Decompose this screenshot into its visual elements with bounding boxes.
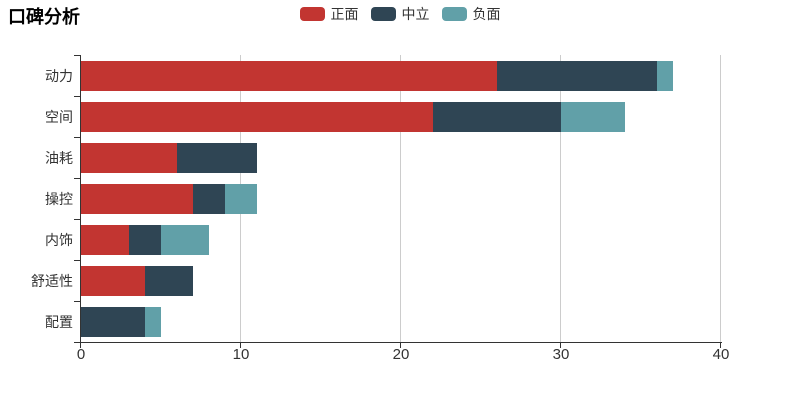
bar-segment-负面[interactable]: [561, 101, 625, 132]
legend-label: 正面: [330, 6, 359, 22]
x-axis-tick: [400, 343, 401, 348]
bar-row: [81, 142, 257, 173]
y-axis-tick: [74, 260, 80, 261]
legend-swatch-icon: [299, 7, 325, 21]
bar-row: [81, 183, 257, 214]
legend: 正面 中立 负面: [0, 5, 800, 23]
x-axis-tick: [80, 343, 81, 348]
legend-swatch-icon: [370, 7, 396, 21]
bar-segment-正面[interactable]: [81, 265, 145, 296]
chart-title: 口碑分析: [8, 7, 80, 27]
gridline: [720, 55, 721, 342]
legend-swatch-icon: [441, 7, 467, 21]
x-axis-tick-label: 0: [76, 346, 86, 363]
y-axis-tick: [74, 96, 80, 97]
bar-segment-中立[interactable]: [129, 224, 161, 255]
bar-row: [81, 306, 161, 337]
category-label: 配置: [45, 313, 73, 330]
bar-segment-负面[interactable]: [225, 183, 257, 214]
x-axis-tick: [720, 343, 721, 348]
gridline: [560, 55, 561, 342]
bar-segment-正面[interactable]: [81, 101, 433, 132]
x-axis-tick: [560, 343, 561, 348]
legend-item-正面[interactable]: 正面: [299, 6, 359, 22]
y-axis-tick: [74, 219, 80, 220]
legend-label: 中立: [401, 6, 430, 22]
x-axis-tick-label: 30: [552, 346, 570, 363]
bar-segment-正面[interactable]: [81, 224, 129, 255]
x-axis-tick-label: 20: [392, 346, 410, 363]
bar-row: [81, 60, 673, 91]
bar-segment-正面[interactable]: [81, 142, 177, 173]
bar-segment-中立[interactable]: [433, 101, 561, 132]
x-axis-tick: [240, 343, 241, 348]
legend-item-中立[interactable]: 中立: [370, 6, 430, 22]
plot-area: [74, 55, 722, 348]
category-label: 内饰: [45, 231, 73, 248]
bar-row: [81, 265, 193, 296]
y-axis-tick: [74, 55, 80, 56]
y-axis-tick: [74, 178, 80, 179]
x-axis-tick-label: 10: [232, 346, 250, 363]
bar-row: [81, 101, 625, 132]
category-label: 舒适性: [31, 272, 73, 289]
x-axis-line: [80, 342, 722, 343]
x-axis-tick-label: 40: [712, 346, 730, 363]
category-label: 油耗: [45, 149, 73, 166]
bar-segment-负面[interactable]: [657, 60, 673, 91]
bar-segment-中立[interactable]: [81, 306, 145, 337]
gridline: [400, 55, 401, 342]
category-label: 动力: [45, 67, 73, 84]
bar-segment-中立[interactable]: [193, 183, 225, 214]
bar-segment-负面[interactable]: [145, 306, 161, 337]
bar-segment-正面[interactable]: [81, 60, 497, 91]
legend-label: 负面: [472, 6, 501, 22]
bar-segment-中立[interactable]: [497, 60, 657, 91]
category-label: 操控: [45, 190, 73, 207]
bar-row: [81, 224, 209, 255]
bar-segment-正面[interactable]: [81, 183, 193, 214]
y-axis-line: [80, 55, 81, 343]
bar-segment-负面[interactable]: [161, 224, 209, 255]
legend-item-负面[interactable]: 负面: [441, 6, 501, 22]
bar-segment-中立[interactable]: [145, 265, 193, 296]
bar-segment-中立[interactable]: [177, 142, 257, 173]
y-axis-tick: [74, 342, 80, 343]
y-axis-tick: [74, 301, 80, 302]
category-label: 空间: [45, 108, 73, 125]
y-axis-tick: [74, 137, 80, 138]
